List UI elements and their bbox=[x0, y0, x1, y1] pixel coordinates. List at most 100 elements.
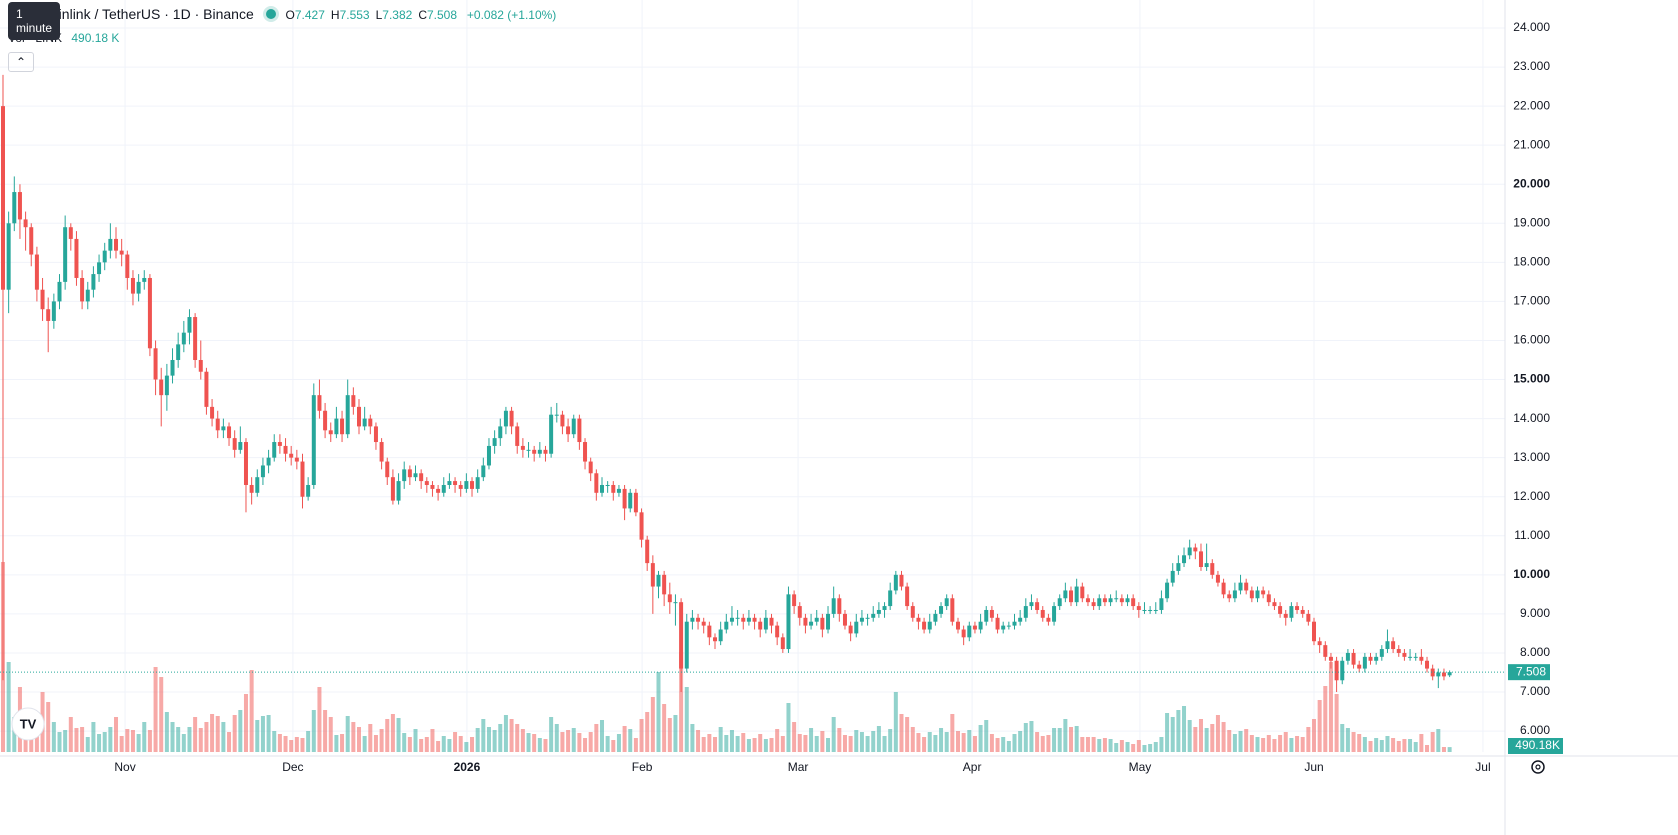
candle-body bbox=[526, 449, 531, 451]
candle-body bbox=[300, 461, 305, 497]
volume-bar bbox=[780, 736, 785, 752]
volume-bar bbox=[1176, 710, 1181, 752]
candle-body bbox=[554, 414, 559, 416]
ohlc-value: 7.427 bbox=[294, 8, 325, 22]
candle-body bbox=[701, 621, 706, 626]
volume-bar bbox=[1001, 737, 1006, 752]
y-tick-label: 15.000 bbox=[1513, 372, 1550, 386]
volume-bar bbox=[571, 728, 576, 752]
candle-body bbox=[605, 484, 610, 486]
volume-bar bbox=[221, 722, 226, 752]
candle-body bbox=[1328, 656, 1333, 661]
candle-body bbox=[1142, 609, 1147, 611]
candle-body bbox=[430, 484, 435, 489]
candle-body bbox=[1097, 598, 1102, 607]
volume-bar bbox=[368, 724, 373, 752]
volume-bar bbox=[1080, 737, 1085, 752]
volume-bar bbox=[419, 739, 424, 752]
volume-bar bbox=[136, 734, 141, 752]
candle-body bbox=[792, 594, 797, 607]
x-tick-label: 2026 bbox=[454, 760, 481, 774]
collapse-button[interactable]: ⌃ bbox=[8, 52, 34, 72]
candle-body bbox=[1379, 649, 1384, 657]
candle-body bbox=[390, 477, 395, 501]
volume-bar bbox=[927, 732, 932, 752]
candle-body bbox=[978, 621, 983, 630]
candle-body bbox=[656, 574, 661, 587]
candle-body bbox=[1255, 590, 1260, 599]
candle-body bbox=[1396, 649, 1401, 653]
candle-body bbox=[74, 238, 79, 278]
y-tick-label: 21.000 bbox=[1513, 137, 1550, 151]
volume-bar bbox=[605, 736, 610, 752]
candle-body bbox=[955, 621, 960, 630]
volume-bar bbox=[1102, 738, 1107, 752]
volume-bar bbox=[91, 722, 96, 752]
volume-bar bbox=[1085, 737, 1090, 752]
candle-body bbox=[622, 488, 627, 509]
candle-body bbox=[1238, 582, 1243, 591]
logo[interactable]: TV bbox=[11, 707, 45, 741]
candle-body bbox=[249, 484, 254, 493]
candle-body bbox=[1001, 625, 1006, 630]
volume-bar bbox=[1300, 737, 1305, 752]
candle-body bbox=[436, 488, 441, 493]
candle-body bbox=[803, 617, 808, 626]
candle-body bbox=[1170, 570, 1175, 583]
candle-body bbox=[176, 344, 181, 361]
volume-bar bbox=[752, 738, 757, 752]
candle-body bbox=[1198, 551, 1203, 568]
candle-body bbox=[588, 461, 593, 474]
volume-bar bbox=[515, 724, 520, 752]
volume-bar bbox=[413, 729, 418, 752]
candle-body bbox=[1289, 606, 1294, 618]
volume-bar bbox=[1272, 739, 1277, 752]
ohlc-key: H bbox=[330, 8, 340, 22]
candle-body bbox=[1012, 621, 1017, 626]
volume-bar bbox=[289, 740, 294, 752]
x-tick-label: May bbox=[1129, 760, 1152, 774]
candle-body bbox=[566, 426, 571, 435]
candle-body bbox=[80, 277, 85, 302]
candle-body bbox=[357, 406, 362, 427]
candle-body bbox=[243, 442, 248, 485]
candle-body bbox=[1018, 617, 1023, 622]
volume-bar bbox=[1193, 727, 1198, 752]
volume-bar bbox=[80, 727, 85, 752]
volume-bar bbox=[520, 729, 525, 752]
volume-bar bbox=[294, 737, 299, 752]
volume-bar bbox=[272, 731, 277, 752]
volume-bar bbox=[1210, 724, 1215, 752]
candle-body bbox=[1441, 672, 1446, 677]
volume-bar bbox=[1097, 739, 1102, 752]
volume-bar bbox=[735, 736, 740, 752]
volume-bar bbox=[1379, 740, 1384, 752]
volume-bar bbox=[1091, 737, 1096, 752]
candle-body bbox=[272, 442, 277, 458]
volume-bar bbox=[741, 733, 746, 752]
volume-bar bbox=[1396, 741, 1401, 752]
candle-body bbox=[831, 598, 836, 614]
candle-body bbox=[577, 418, 582, 443]
volume-bar bbox=[97, 734, 102, 752]
volume-bar bbox=[1283, 732, 1288, 752]
ohlc-value: 7.553 bbox=[339, 8, 370, 22]
volume-bar bbox=[1023, 723, 1028, 752]
volume-bar bbox=[1029, 721, 1034, 752]
candle-body bbox=[1204, 563, 1209, 568]
volume-bar bbox=[967, 730, 972, 752]
candle-body bbox=[549, 414, 554, 454]
candle-body bbox=[1351, 652, 1356, 665]
volume-bar bbox=[696, 730, 701, 752]
volume-bar bbox=[645, 712, 650, 752]
volume-bar bbox=[1221, 722, 1226, 752]
candle-body bbox=[1323, 645, 1328, 657]
candle-body bbox=[537, 449, 542, 454]
candle-body bbox=[1052, 606, 1057, 622]
candle-body bbox=[741, 617, 746, 622]
volume-bar bbox=[899, 714, 904, 752]
volume-bar bbox=[905, 717, 910, 752]
volume-bar bbox=[1357, 734, 1362, 752]
settings-icon[interactable] bbox=[1531, 760, 1545, 774]
